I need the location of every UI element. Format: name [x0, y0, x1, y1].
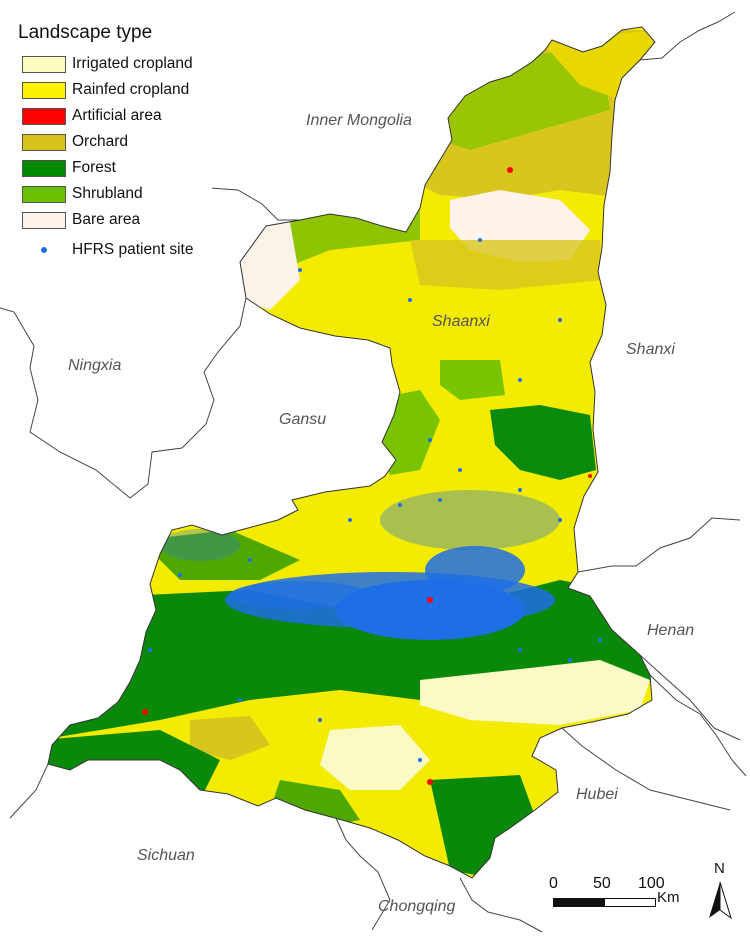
label-inner-mongolia: Inner Mongolia: [306, 112, 412, 129]
legend-label: Irrigated cropland: [72, 55, 193, 72]
scale-bar: 0 50 100 Km: [549, 875, 750, 935]
hfrs-sites: [148, 238, 602, 762]
label-gansu: Gansu: [279, 411, 327, 428]
legend-item: Shrubland: [22, 184, 143, 204]
legend-swatch: [22, 133, 66, 151]
label-shanxi: Shanxi: [626, 341, 675, 358]
legend-label: Shrubland: [72, 185, 143, 202]
province-boundaries: [0, 11, 747, 933]
legend-label: Forest: [72, 159, 116, 176]
legend-label: Artificial area: [72, 107, 162, 124]
legend-swatch: [22, 55, 66, 73]
legend-item: Artificial area: [22, 106, 162, 126]
legend-item: Rainfed cropland: [22, 80, 189, 100]
label-ningxia: Ningxia: [68, 357, 122, 374]
scale-tick-100: 100: [638, 875, 665, 892]
legend-item: Bare area: [22, 210, 140, 230]
scale-segment-white: [604, 898, 656, 907]
scale-tick-50: 50: [593, 875, 611, 892]
legend-item: Irrigated cropland: [22, 54, 193, 74]
scale-unit: Km: [657, 889, 680, 906]
label-shaanxi: Shaanxi: [432, 313, 490, 330]
scale-segment-black: [553, 898, 605, 907]
legend-title: Landscape type: [18, 22, 153, 43]
legend-label: Rainfed cropland: [72, 81, 190, 98]
artificial-area-spots: [142, 167, 592, 785]
north-label: N: [714, 860, 725, 877]
hfrs-dot-icon: [41, 247, 47, 253]
legend-dot-swatch: [22, 247, 66, 253]
legend-label: Bare area: [72, 211, 141, 228]
map-legend: Landscape type Irrigated cropland Rainfed…: [8, 12, 212, 274]
legend-item: Forest: [22, 158, 116, 178]
legend-swatch: [22, 159, 66, 177]
legend-swatch: [22, 211, 66, 229]
legend-swatch: [22, 81, 66, 99]
north-arrow: N: [703, 860, 739, 924]
label-hubei: Hubei: [576, 786, 618, 803]
legend-swatch: [22, 107, 66, 125]
legend-item-hfrs: HFRS patient site: [22, 240, 193, 260]
legend-label: HFRS patient site: [72, 241, 194, 258]
label-sichuan: Sichuan: [137, 847, 195, 864]
scale-tick-0: 0: [549, 875, 558, 892]
legend-label: Orchard: [72, 133, 128, 150]
legend-item: Orchard: [22, 132, 128, 152]
north-arrow-icon: [709, 881, 732, 920]
legend-swatch: [22, 185, 66, 203]
label-henan: Henan: [647, 622, 695, 639]
label-chongqing: Chongqing: [378, 898, 456, 915]
